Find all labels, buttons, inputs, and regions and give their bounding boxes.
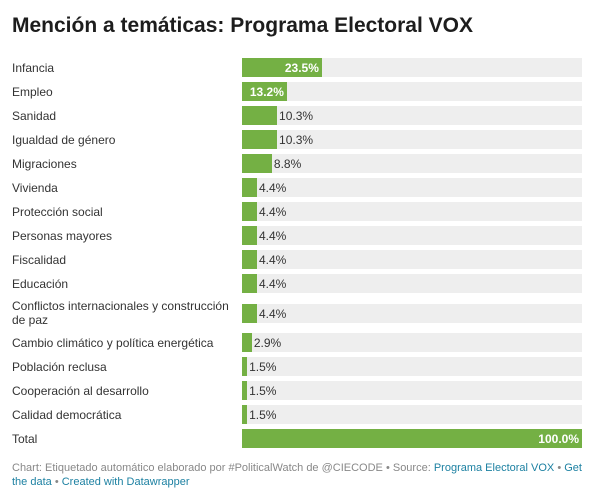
bar-row: Vivienda 4.4% (0, 178, 594, 202)
value-label: 1.5% (249, 407, 277, 422)
bar (242, 429, 582, 448)
bar-track (242, 250, 582, 269)
value-label: 23.5% (284, 60, 319, 75)
value-label: 1.5% (249, 359, 277, 374)
bar-track (242, 82, 582, 101)
bar (242, 357, 248, 376)
category-label: Conflictos internacionales y construcció… (12, 299, 229, 327)
bar (242, 304, 257, 323)
bar-track (242, 405, 582, 424)
value-label: 13.2% (249, 84, 284, 99)
get-data-link[interactable]: Get the data (12, 462, 582, 488)
value-label: 4.4% (258, 228, 287, 243)
bar (242, 405, 248, 424)
bar-row: Sanidad 10.3% (0, 106, 594, 130)
bar-track (242, 130, 582, 149)
bar-track (242, 178, 582, 197)
bar-track (242, 429, 582, 448)
bar (242, 178, 257, 197)
footer-credit: Chart: Etiquetado automático elaborado p… (12, 462, 434, 474)
bar-row: Infancia 23.5% (0, 58, 594, 82)
bar-track (242, 106, 582, 125)
bar (242, 381, 248, 400)
category-label: Igualdad de género (12, 132, 116, 147)
category-label: Fiscalidad (12, 252, 67, 267)
bar-track (242, 333, 582, 352)
bar-row: Protección social 4.4% (0, 202, 594, 226)
category-label: Sanidad (12, 108, 57, 123)
category-label: Protección social (12, 204, 103, 219)
bar-row: Empleo 13.2% (0, 82, 594, 106)
chart-footer: Chart: Etiquetado automático elaborado p… (12, 461, 582, 489)
bar-row: Conflictos internacionales y construcció… (0, 298, 594, 333)
bar (242, 154, 272, 173)
bar-track (242, 357, 582, 376)
value-label: 4.4% (258, 204, 287, 219)
value-label: 4.4% (258, 276, 287, 291)
bar-row: Cambio climático y política energética 2.… (0, 333, 594, 357)
value-label: 8.8% (273, 156, 302, 171)
bar (242, 130, 278, 149)
bar-track (242, 381, 582, 400)
value-label: 1.5% (249, 383, 277, 398)
bar (242, 333, 252, 352)
value-label: 4.4% (258, 306, 287, 321)
bar (242, 58, 322, 77)
bar-track (242, 58, 582, 77)
category-label: Educación (12, 276, 69, 291)
bar-row: Migraciones 8.8% (0, 154, 594, 178)
bar-chart: Infancia 23.5% Empleo 13.2% Sanidad 10.3% Igua… (0, 58, 594, 458)
value-label: 4.4% (258, 252, 287, 267)
value-label: 100.0% (538, 431, 579, 446)
bar-track (242, 274, 582, 293)
category-label: Población reclusa (12, 359, 107, 374)
category-label: Cambio climático y política energética (12, 335, 214, 350)
bar (242, 106, 278, 125)
category-label: Vivienda (12, 180, 58, 195)
bar-track (242, 202, 582, 221)
category-label: Empleo (12, 84, 53, 99)
category-label: Cooperación al desarrollo (12, 383, 149, 398)
bar (242, 274, 257, 293)
footer-separator: • (554, 462, 565, 474)
bar (242, 226, 257, 245)
bar (242, 250, 257, 269)
source-link[interactable]: Programa Electoral VOX (433, 462, 555, 474)
bar-row: Fiscalidad 4.4% (0, 250, 594, 274)
value-label: 4.4% (258, 180, 287, 195)
bar-row: Total 100.0% (0, 429, 594, 453)
bar-row: Personas mayores 4.4% (0, 226, 594, 250)
category-label: Total (12, 431, 38, 446)
footer-separator: • (51, 476, 62, 488)
bar-row: Igualdad de género 10.3% (0, 130, 594, 154)
bar-track (242, 154, 582, 173)
bar-track (242, 226, 582, 245)
chart-title: Mención a temáticas: Programa Electoral … (12, 14, 473, 37)
category-label: Migraciones (12, 156, 77, 171)
value-label: 10.3% (279, 108, 314, 123)
bar-track (242, 304, 582, 323)
category-label: Personas mayores (12, 228, 113, 243)
bar-row: Educación 4.4% (0, 274, 594, 298)
bar-row: Calidad democrática 1.5% (0, 405, 594, 429)
bar (242, 202, 257, 221)
datawrapper-link[interactable]: Created with Datawrapper (61, 476, 190, 488)
value-label: 2.9% (253, 335, 282, 350)
bar-row: Población reclusa 1.5% (0, 357, 594, 381)
bar (242, 82, 287, 101)
bar-row: Cooperación al desarrollo 1.5% (0, 381, 594, 405)
category-label: Calidad democrática (12, 407, 122, 422)
category-label: Infancia (12, 60, 55, 75)
value-label: 10.3% (279, 132, 314, 147)
